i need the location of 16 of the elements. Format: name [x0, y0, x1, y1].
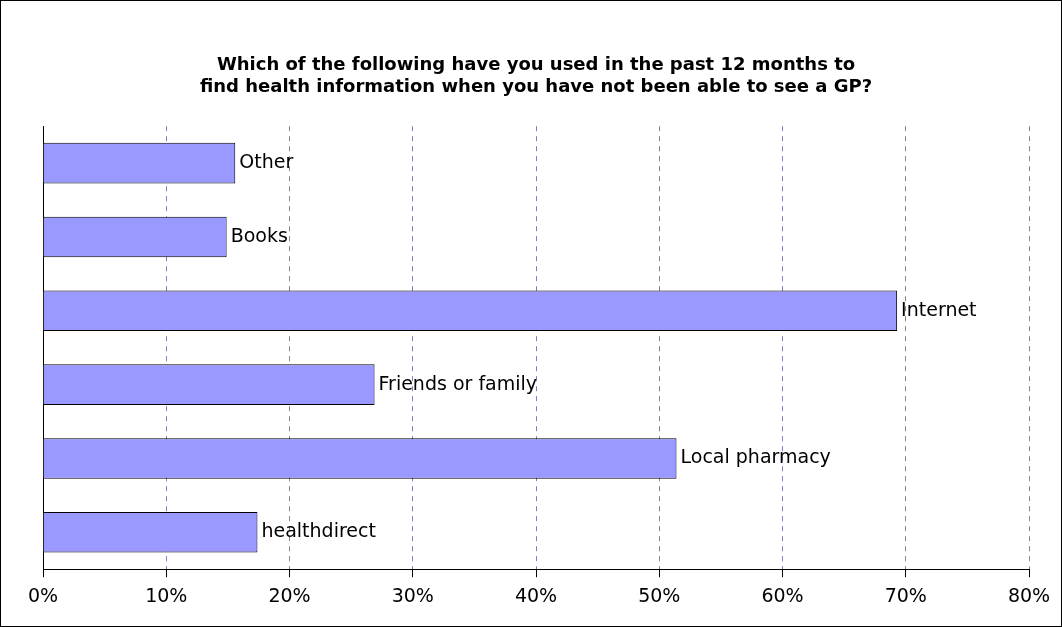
x-tick-label: 70%	[884, 583, 927, 606]
x-tick-label: 10%	[145, 583, 188, 606]
y-tick-label: Books	[230, 223, 288, 246]
x-tick-label: 20%	[268, 583, 311, 606]
y-tick-label: Local pharmacy	[680, 445, 831, 468]
x-tick-label: 60%	[761, 583, 804, 606]
x-tick-label: 0%	[27, 583, 59, 606]
y-tick-label: healthdirect	[261, 519, 376, 542]
x-tick-label: 50%	[638, 583, 681, 606]
x-tick-label: 30%	[391, 583, 434, 606]
chart-title: Which of the following have you used in the past 12 months to find health information when you have not been able to see a GP?	[199, 53, 873, 97]
y-tick-label: Other	[239, 150, 294, 173]
y-tick-label: Friends or family	[378, 371, 538, 394]
x-tick-label: 40%	[514, 583, 558, 606]
x-tick-label: 80%	[1007, 583, 1051, 606]
y-tick-label: Internet	[901, 297, 977, 320]
